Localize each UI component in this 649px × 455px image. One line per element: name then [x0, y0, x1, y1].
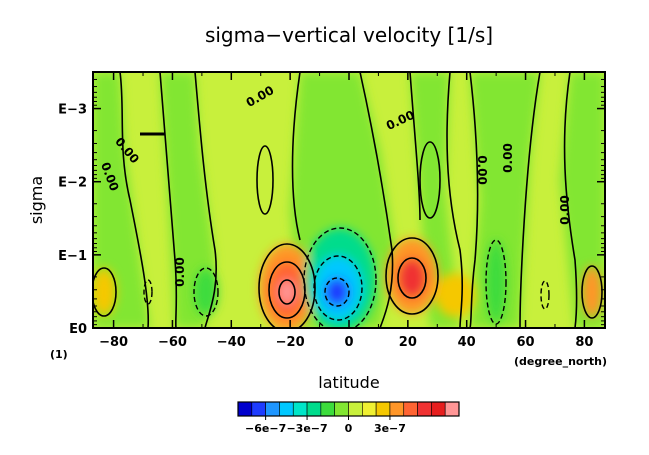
x-tick-label: 80 — [575, 335, 593, 350]
y-tick-label: E−3 — [58, 103, 87, 118]
colorbar-tick-label: −6e−7 — [245, 422, 286, 435]
x-tick-label: 40 — [458, 335, 476, 350]
colorbar-swatch — [265, 401, 280, 417]
y-tick-label: E−1 — [58, 249, 87, 264]
colorbar-tick-label: 3e−7 — [374, 422, 406, 435]
colorbar-swatch — [306, 401, 322, 417]
colorbar-swatch — [362, 401, 377, 417]
x-tick-label: −80 — [99, 335, 128, 350]
min-mid-east — [486, 240, 506, 324]
min-eq-core — [325, 278, 349, 306]
max-nh-core — [398, 258, 426, 298]
colorbar-swatch — [444, 401, 460, 417]
colorbar-swatch — [251, 401, 266, 417]
band-green-west — [93, 72, 150, 328]
colorbar-swatch — [417, 401, 432, 417]
colorbar: −6e−7 −3e−7 0 3e−7 — [237, 401, 460, 435]
x-tick-label: 60 — [517, 335, 535, 350]
x-axis-label: latitude — [318, 373, 379, 392]
x-tick-label: 0 — [344, 335, 353, 350]
colorbar-swatch — [348, 401, 363, 417]
y-tick-label: E−2 — [58, 176, 87, 191]
max-far-west — [93, 268, 116, 316]
x-axis: −80 −60 −40 −20 0 20 40 60 80 — [99, 72, 593, 350]
colorbar-swatch — [431, 401, 446, 417]
contour-label: 0.00 — [558, 195, 572, 225]
y-tick-label: E0 — [69, 322, 87, 337]
colorbar-swatch — [403, 401, 418, 417]
colorbar-swatch — [292, 401, 308, 417]
band-green-mid-west — [160, 72, 215, 328]
colorbar-swatch — [389, 401, 405, 417]
y-unit-label: (1) — [50, 348, 68, 361]
colorbar-tick-label: 0 — [345, 422, 353, 435]
y-axis: E0 E−1 E−2 E−3 — [58, 78, 605, 337]
max-mid-east — [435, 273, 475, 317]
contour-label: 0.00 — [475, 155, 489, 185]
y-axis-label: sigma — [27, 176, 46, 224]
colorbar-swatch — [237, 401, 253, 417]
x-tick-label: −20 — [276, 335, 305, 350]
band-green-far-east — [560, 72, 605, 328]
x-unit-label: (degree_north) — [514, 355, 607, 368]
colorbar-swatch — [334, 401, 349, 417]
x-tick-label: 20 — [399, 335, 417, 350]
plot-area: 0.000.000.000.000.000.00 0.000.00 — [93, 72, 605, 328]
colorbar-tick-label: −3e−7 — [286, 422, 327, 435]
colorbar-swatch — [279, 401, 294, 417]
colorbar-swatch — [375, 401, 391, 417]
contour-label: 0.00 — [173, 257, 187, 287]
x-tick-label: −40 — [217, 335, 246, 350]
contour-label: 0.00 — [501, 143, 515, 173]
x-tick-label: −60 — [158, 335, 187, 350]
band-green-mid-east — [410, 72, 460, 328]
colorbar-swatch — [320, 401, 335, 417]
max-sh-core — [279, 280, 295, 304]
chart-title: sigma−vertical velocity [1/s] — [205, 23, 493, 47]
max-far-east — [582, 266, 602, 318]
